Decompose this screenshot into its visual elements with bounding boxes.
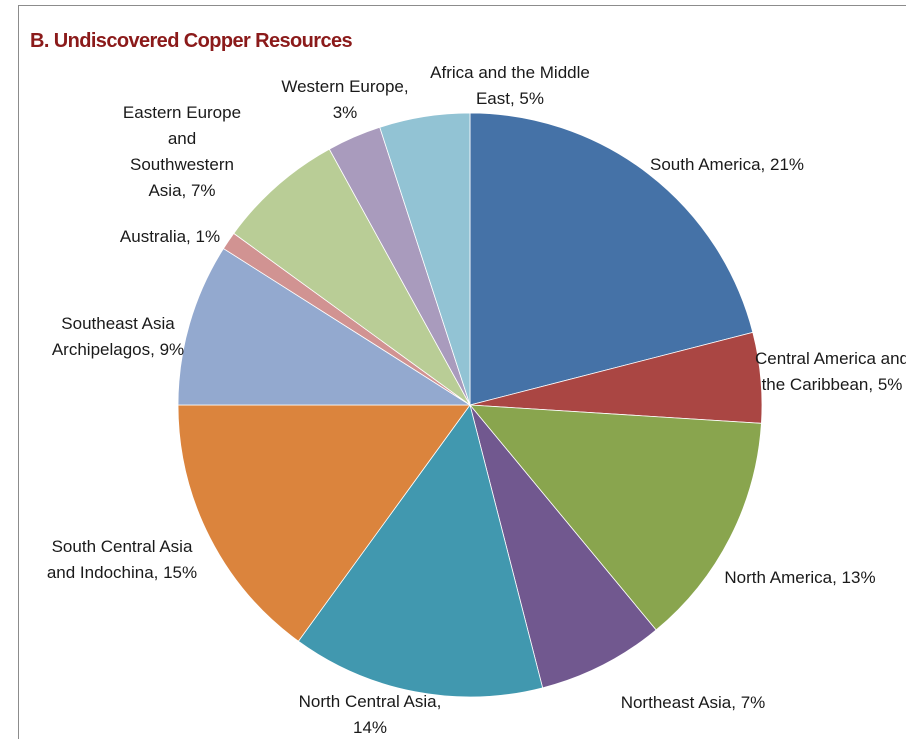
pie-slice xyxy=(297,404,544,698)
data-label: Eastern Europe and Southwestern Asia, 7% xyxy=(122,103,242,200)
pie-slice xyxy=(379,112,471,406)
pie-slice xyxy=(469,112,754,406)
data-label: Africa and the Middle East, 5% xyxy=(430,63,590,108)
data-label: South America, 21% xyxy=(649,155,805,174)
data-label: South Central Asia and Indochina, 15% xyxy=(46,537,198,582)
data-label: Southeast Asia Archipelagos, 9% xyxy=(51,314,185,359)
pie-slice xyxy=(469,404,762,631)
pie-slice xyxy=(233,148,471,406)
data-label: North America, 13% xyxy=(724,568,876,587)
pie-slice xyxy=(177,404,471,642)
chart-frame xyxy=(18,5,906,739)
chart-title: B. Undiscovered Copper Resources xyxy=(30,30,353,52)
data-label: Western Europe, 3% xyxy=(281,77,409,122)
data-label: North Central Asia, 14% xyxy=(298,692,442,737)
pie-slice xyxy=(469,404,657,689)
data-label: Central America and the Caribbean, 5% xyxy=(754,349,906,394)
data-label: Northeast Asia, 7% xyxy=(620,693,766,712)
data-label: Australia, 1% xyxy=(119,227,221,246)
pie-slice xyxy=(177,247,472,406)
